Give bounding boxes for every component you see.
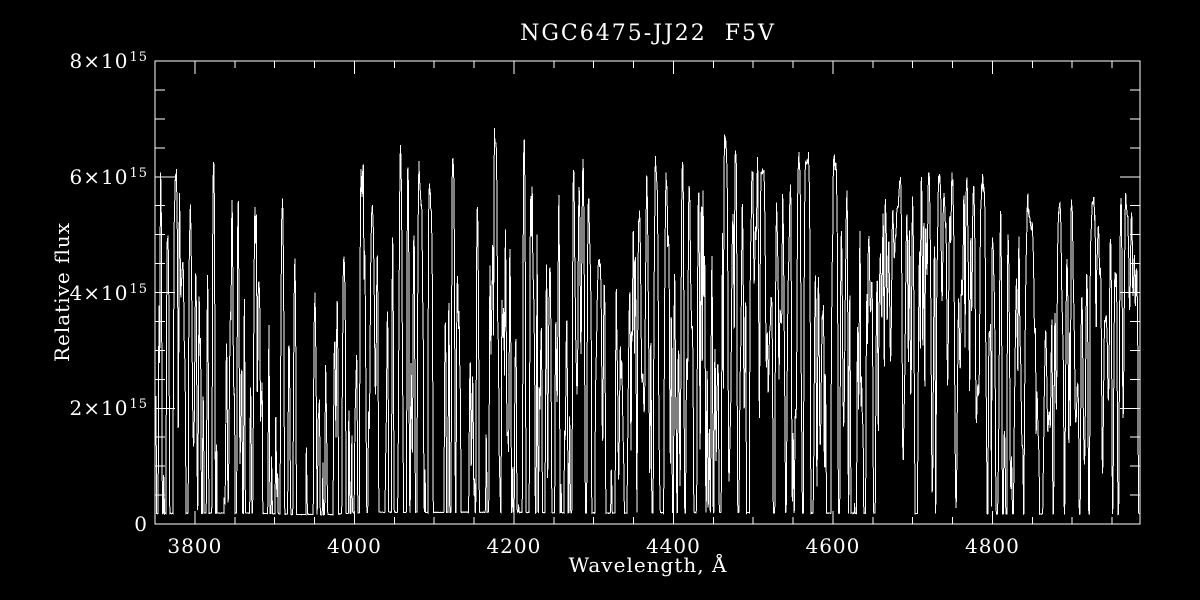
y-tick-label: 0 bbox=[134, 512, 148, 536]
plot-title: NGC6475-JJ22 F5V bbox=[520, 21, 776, 46]
x-tick-label: 4800 bbox=[964, 534, 1020, 558]
spectrum-line bbox=[155, 127, 1140, 516]
x-tick-label: 3800 bbox=[167, 534, 223, 558]
x-tick-label: 4000 bbox=[326, 534, 382, 558]
x-axis-label: Wavelength, Å bbox=[568, 553, 728, 577]
x-tick-label: 4200 bbox=[486, 534, 542, 558]
y-tick-label: 4×1015 bbox=[69, 280, 148, 305]
y-tick-label: 8×1015 bbox=[69, 49, 148, 73]
x-tick-label: 4600 bbox=[805, 534, 861, 558]
y-tick-label: 2×1015 bbox=[69, 396, 148, 421]
x-tick-label: 4400 bbox=[645, 534, 701, 558]
y-tick-label: 6×1015 bbox=[69, 164, 148, 189]
